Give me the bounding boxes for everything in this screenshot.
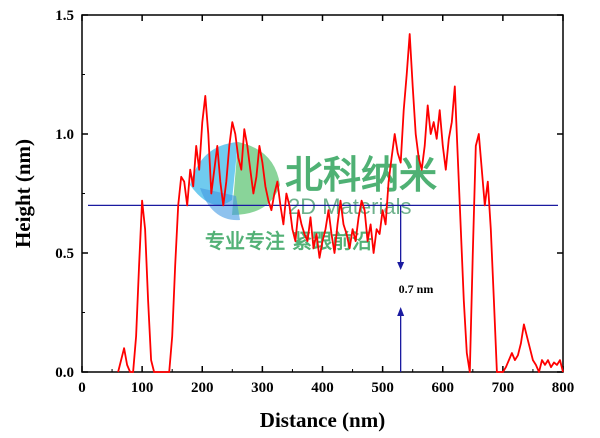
x-axis-title: Distance (nm) — [260, 408, 385, 432]
arrow-up-head — [397, 307, 405, 316]
x-tick-label: 800 — [552, 380, 575, 396]
series-layer — [117, 33, 564, 373]
watermark-subtitle: 2D Materials — [288, 194, 411, 219]
y-tick-label: 1.0 — [55, 127, 74, 143]
ticks: 0 100 200 300 400 500 600 700 800 0.0 0.5 1.0 1.5 — [55, 8, 574, 396]
x-tick-label: 0 — [78, 380, 86, 396]
y-axis-title: Height (nm) — [11, 139, 35, 248]
x-tick-label: 200 — [191, 380, 214, 396]
x-tick-label: 100 — [131, 380, 154, 396]
y-tick-label: 0.0 — [55, 365, 74, 381]
arrow-down-head — [397, 262, 405, 270]
x-tick-label: 300 — [251, 380, 274, 396]
logo-icon — [190, 142, 280, 221]
annotation-label: 0.7 nm — [399, 282, 434, 296]
watermark-title: 北科纳米 — [285, 153, 437, 197]
watermark: 北科纳米 2D Materials 专业专注 紧跟前沿 — [190, 142, 437, 253]
x-tick-label: 600 — [432, 380, 455, 396]
height-series-line — [117, 33, 564, 373]
y-tick-label: 1.5 — [55, 8, 74, 24]
x-tick-label: 400 — [311, 380, 334, 396]
watermark-slogan: 专业专注 紧跟前沿 — [205, 229, 372, 253]
y-tick-label: 0.5 — [55, 246, 74, 262]
x-tick-label: 700 — [492, 380, 515, 396]
reference-lines — [88, 204, 558, 372]
x-tick-label: 500 — [371, 380, 394, 396]
